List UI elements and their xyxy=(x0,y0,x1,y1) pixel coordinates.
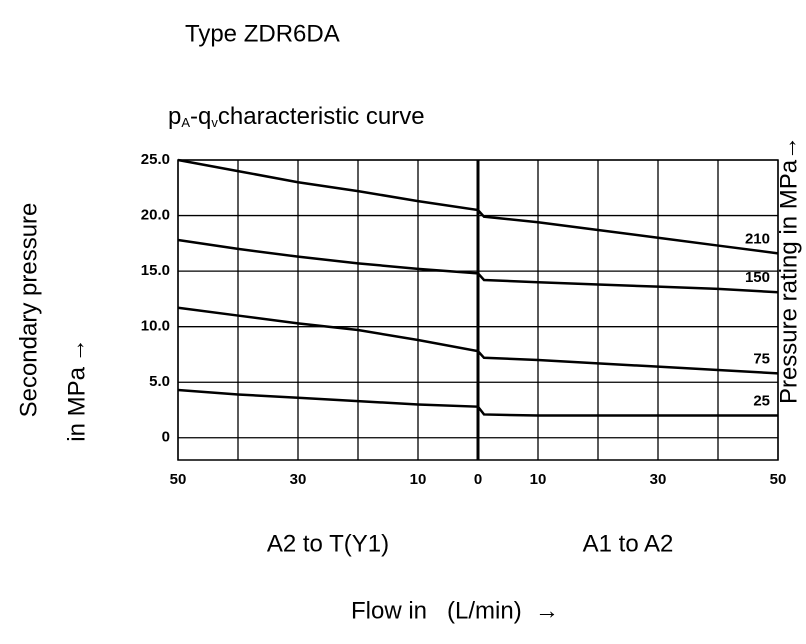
series-line xyxy=(177,238,779,294)
y2-axis-label: Pressure rating in MPa→ xyxy=(775,136,802,404)
y-axis-label: Secondary pressure xyxy=(15,203,42,418)
x-tick-label: 30 xyxy=(650,471,667,488)
heading: Type ZDR6DA xyxy=(185,20,340,47)
x-tick-label: 50 xyxy=(770,471,787,488)
x-tick-label: 30 xyxy=(290,471,307,488)
title-part: A xyxy=(181,115,190,130)
y-tick-label: 10.0 xyxy=(141,318,170,335)
y-tick-label: 20.0 xyxy=(141,207,170,224)
y-tick-label: 5.0 xyxy=(149,373,170,390)
series-label: 25 xyxy=(753,393,770,410)
x-tick-label: 10 xyxy=(530,471,547,488)
series-label: 210 xyxy=(745,230,770,247)
title-part: v xyxy=(211,115,218,130)
y-tick-label: 0 xyxy=(162,429,170,446)
series-label: 75 xyxy=(753,350,770,367)
title-part: characteristic curve xyxy=(218,103,425,130)
series-line xyxy=(177,158,779,255)
series-label: 150 xyxy=(745,269,770,286)
series-line xyxy=(177,388,778,417)
x-tick-label: 0 xyxy=(474,471,482,488)
y-tick-label: 25.0 xyxy=(141,151,170,168)
title-part: -q xyxy=(190,103,211,130)
y-tick-label: 15.0 xyxy=(141,262,170,279)
x-tick-label: 50 xyxy=(170,471,187,488)
series-line xyxy=(177,306,779,375)
x-tick-label: 10 xyxy=(410,471,427,488)
region-label: A2 to T(Y1) xyxy=(267,530,389,557)
chart-title: pA-qvcharacteristic curve xyxy=(168,103,425,130)
x-axis-label: Flow in (L/min) → xyxy=(351,597,559,624)
y-axis-label: in MPa → xyxy=(63,338,90,442)
title-part: p xyxy=(168,103,181,130)
region-label: A1 to A2 xyxy=(583,530,674,557)
